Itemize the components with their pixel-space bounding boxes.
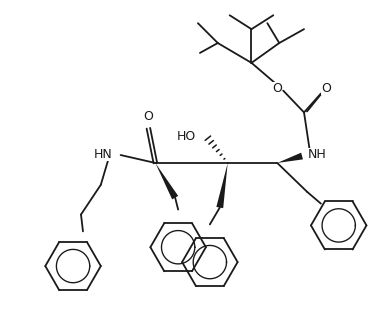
- Text: O: O: [144, 110, 153, 123]
- Text: O: O: [272, 82, 282, 95]
- Polygon shape: [155, 163, 178, 199]
- Text: O: O: [321, 82, 331, 95]
- Polygon shape: [216, 163, 228, 208]
- Text: NH: NH: [308, 148, 327, 161]
- Text: HO: HO: [177, 130, 196, 143]
- Text: HN: HN: [94, 148, 113, 161]
- Polygon shape: [277, 153, 303, 163]
